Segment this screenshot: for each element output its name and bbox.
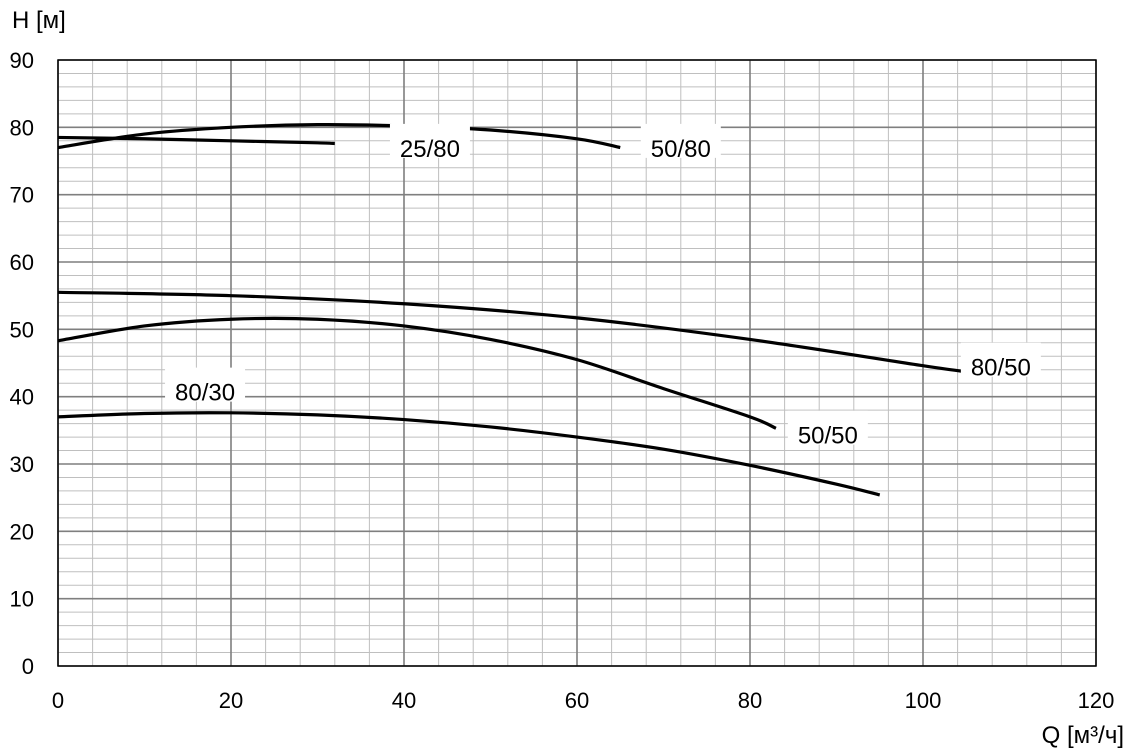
y-tick-label: 60 bbox=[10, 250, 34, 275]
curve-label-50-50: 50/50 bbox=[798, 423, 858, 450]
curve-80-30 bbox=[57, 411, 881, 497]
x-tick-label: 0 bbox=[52, 688, 64, 713]
curve-50-50 bbox=[57, 316, 777, 430]
y-tick-labels: 0 10 20 30 40 50 60 70 80 90 bbox=[10, 48, 34, 679]
curve-label-bg bbox=[640, 123, 721, 158]
x-tick-label: 40 bbox=[392, 688, 416, 713]
x-tick-label: 100 bbox=[905, 688, 942, 713]
x-tick-label: 20 bbox=[219, 688, 243, 713]
x-tick-labels: 0 20 40 60 80 100 120 bbox=[52, 688, 1114, 713]
curve-80-50 bbox=[57, 290, 967, 374]
y-tick-label: 70 bbox=[10, 183, 34, 208]
major-grid bbox=[57, 59, 1097, 667]
x-tick-label: 80 bbox=[738, 688, 762, 713]
curve-label-25-80: 25/80 bbox=[400, 136, 460, 163]
curve-label-bg bbox=[165, 367, 246, 402]
y-tick-label: 10 bbox=[10, 587, 34, 612]
curve-50-80 bbox=[57, 122, 621, 150]
y-tick-label: 50 bbox=[10, 317, 34, 342]
curve-label-bg bbox=[787, 410, 868, 445]
x-axis-label: Q [м³/ч] bbox=[1042, 722, 1124, 749]
plot-frame bbox=[57, 59, 1097, 667]
curve-label-80-30: 80/30 bbox=[175, 380, 235, 407]
curve-label-bg bbox=[960, 342, 1041, 377]
curve-labels: 25/80 50/80 80/50 50/50 80/30 bbox=[165, 123, 1041, 450]
curve-label-bg bbox=[389, 123, 470, 158]
curves bbox=[57, 122, 967, 497]
y-tick-label: 80 bbox=[10, 115, 34, 140]
curve-label-80-50: 80/50 bbox=[971, 355, 1031, 382]
y-tick-label: 90 bbox=[10, 48, 34, 73]
curve-label-50-80: 50/80 bbox=[651, 136, 711, 163]
x-tick-label: 120 bbox=[1078, 688, 1115, 713]
x-tick-label: 60 bbox=[565, 688, 589, 713]
y-axis-label: H [м] bbox=[12, 7, 66, 34]
y-tick-label: 30 bbox=[10, 452, 34, 477]
y-tick-label: 0 bbox=[22, 654, 34, 679]
y-tick-label: 20 bbox=[10, 519, 34, 544]
y-tick-label: 40 bbox=[10, 385, 34, 410]
